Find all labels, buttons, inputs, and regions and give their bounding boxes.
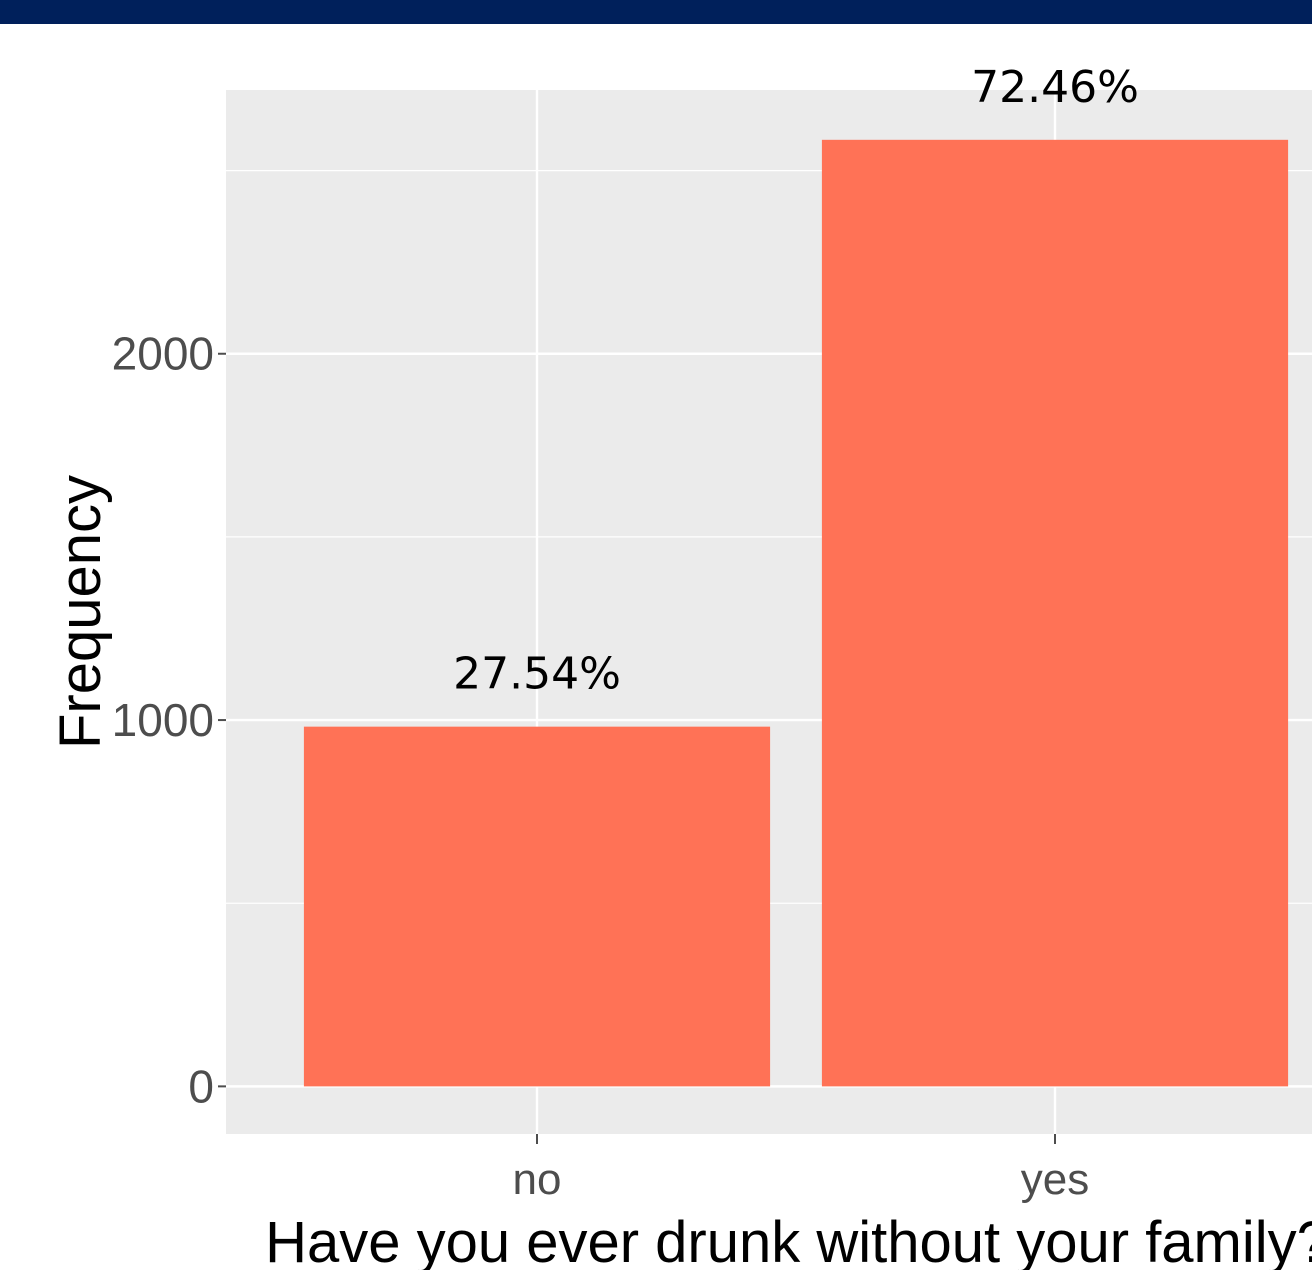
x-axis-title: Have you ever drunk without your family? <box>265 1210 1312 1270</box>
y-tick-label: 2000 <box>112 328 214 380</box>
bar-yes <box>821 139 1289 1087</box>
data-label-yes: 72.46% <box>971 62 1139 113</box>
x-tick-label: yes <box>1021 1155 1089 1204</box>
y-axis-title: Frequency <box>48 475 113 749</box>
bar-no <box>303 726 771 1087</box>
y-tick-label: 0 <box>188 1060 214 1112</box>
data-label-no: 27.54% <box>453 649 621 700</box>
x-axis: no yes <box>513 1134 1089 1204</box>
bars <box>303 139 1289 1087</box>
x-tick-label: no <box>513 1155 562 1204</box>
header-band <box>0 0 1312 24</box>
data-labels: 27.54% 72.46% <box>453 62 1139 700</box>
y-axis: 0 1000 2000 <box>112 328 226 1112</box>
y-tick-label: 1000 <box>112 694 214 746</box>
